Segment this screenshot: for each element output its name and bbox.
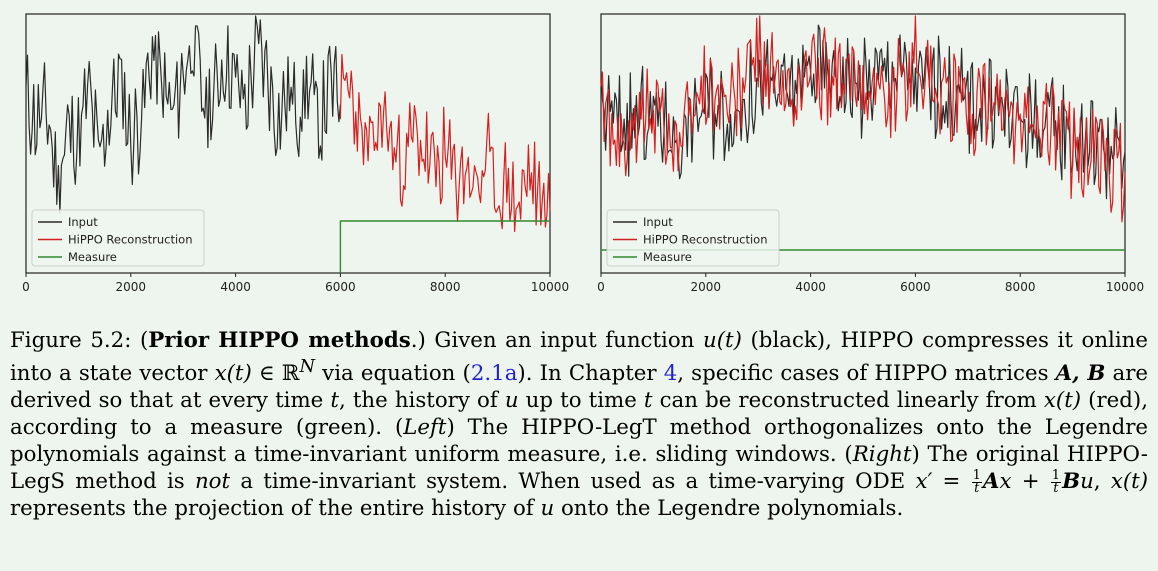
figure-caption: Figure 5.2: (Prior HIPPO methods.) Given… bbox=[10, 328, 1148, 522]
x-tick-label: 10000 bbox=[1106, 280, 1144, 294]
plot-frame bbox=[25, 13, 551, 274]
x-tick-label: 8000 bbox=[430, 280, 461, 294]
x-tick-label: 2000 bbox=[691, 280, 722, 294]
x-tick-label: 6000 bbox=[325, 280, 356, 294]
caption-title: Prior HIPPO methods bbox=[148, 328, 411, 353]
series-input bbox=[25, 15, 341, 214]
legend-entry: Measure bbox=[68, 250, 117, 264]
x-tick-label: 2000 bbox=[116, 280, 147, 294]
x-tick-label: 6000 bbox=[900, 280, 931, 294]
legend-entry: Input bbox=[68, 215, 98, 229]
legend-entry: Measure bbox=[643, 250, 692, 264]
legend-box bbox=[31, 209, 205, 267]
x-tick-label: 4000 bbox=[220, 280, 251, 294]
x-tick-label: 8000 bbox=[1005, 280, 1036, 294]
legend-entry: Input bbox=[643, 215, 673, 229]
figure: 0 2000 4000 6000 8000 10000 Input HiPPO Reconst… bbox=[22, 13, 1144, 294]
series-input bbox=[600, 24, 1126, 200]
x-tick-label: 0 bbox=[22, 280, 30, 294]
x-tick-label: 0 bbox=[597, 280, 605, 294]
plot-frame bbox=[600, 13, 1126, 274]
legend-box bbox=[606, 209, 780, 267]
chapter-ref-link[interactable]: 4 bbox=[663, 361, 678, 387]
legend-entry: HiPPO Reconstruction bbox=[68, 233, 192, 247]
series-measure bbox=[339, 220, 550, 273]
series-hippo-reconstruction bbox=[600, 15, 1126, 223]
right-panel-chart: 0 2000 4000 6000 8000 10000 Input HiPPO Reconst… bbox=[597, 13, 1144, 294]
series-hippo-reconstruction bbox=[339, 53, 551, 232]
left-panel-chart: 0 2000 4000 6000 8000 10000 Input HiPPO Reconst… bbox=[22, 13, 569, 294]
equation-ref-link[interactable]: 2.1a bbox=[470, 361, 518, 387]
x-tick-label: 10000 bbox=[531, 280, 569, 294]
x-tick-label: 4000 bbox=[795, 280, 826, 294]
legend-entry: HiPPO Reconstruction bbox=[643, 233, 767, 247]
